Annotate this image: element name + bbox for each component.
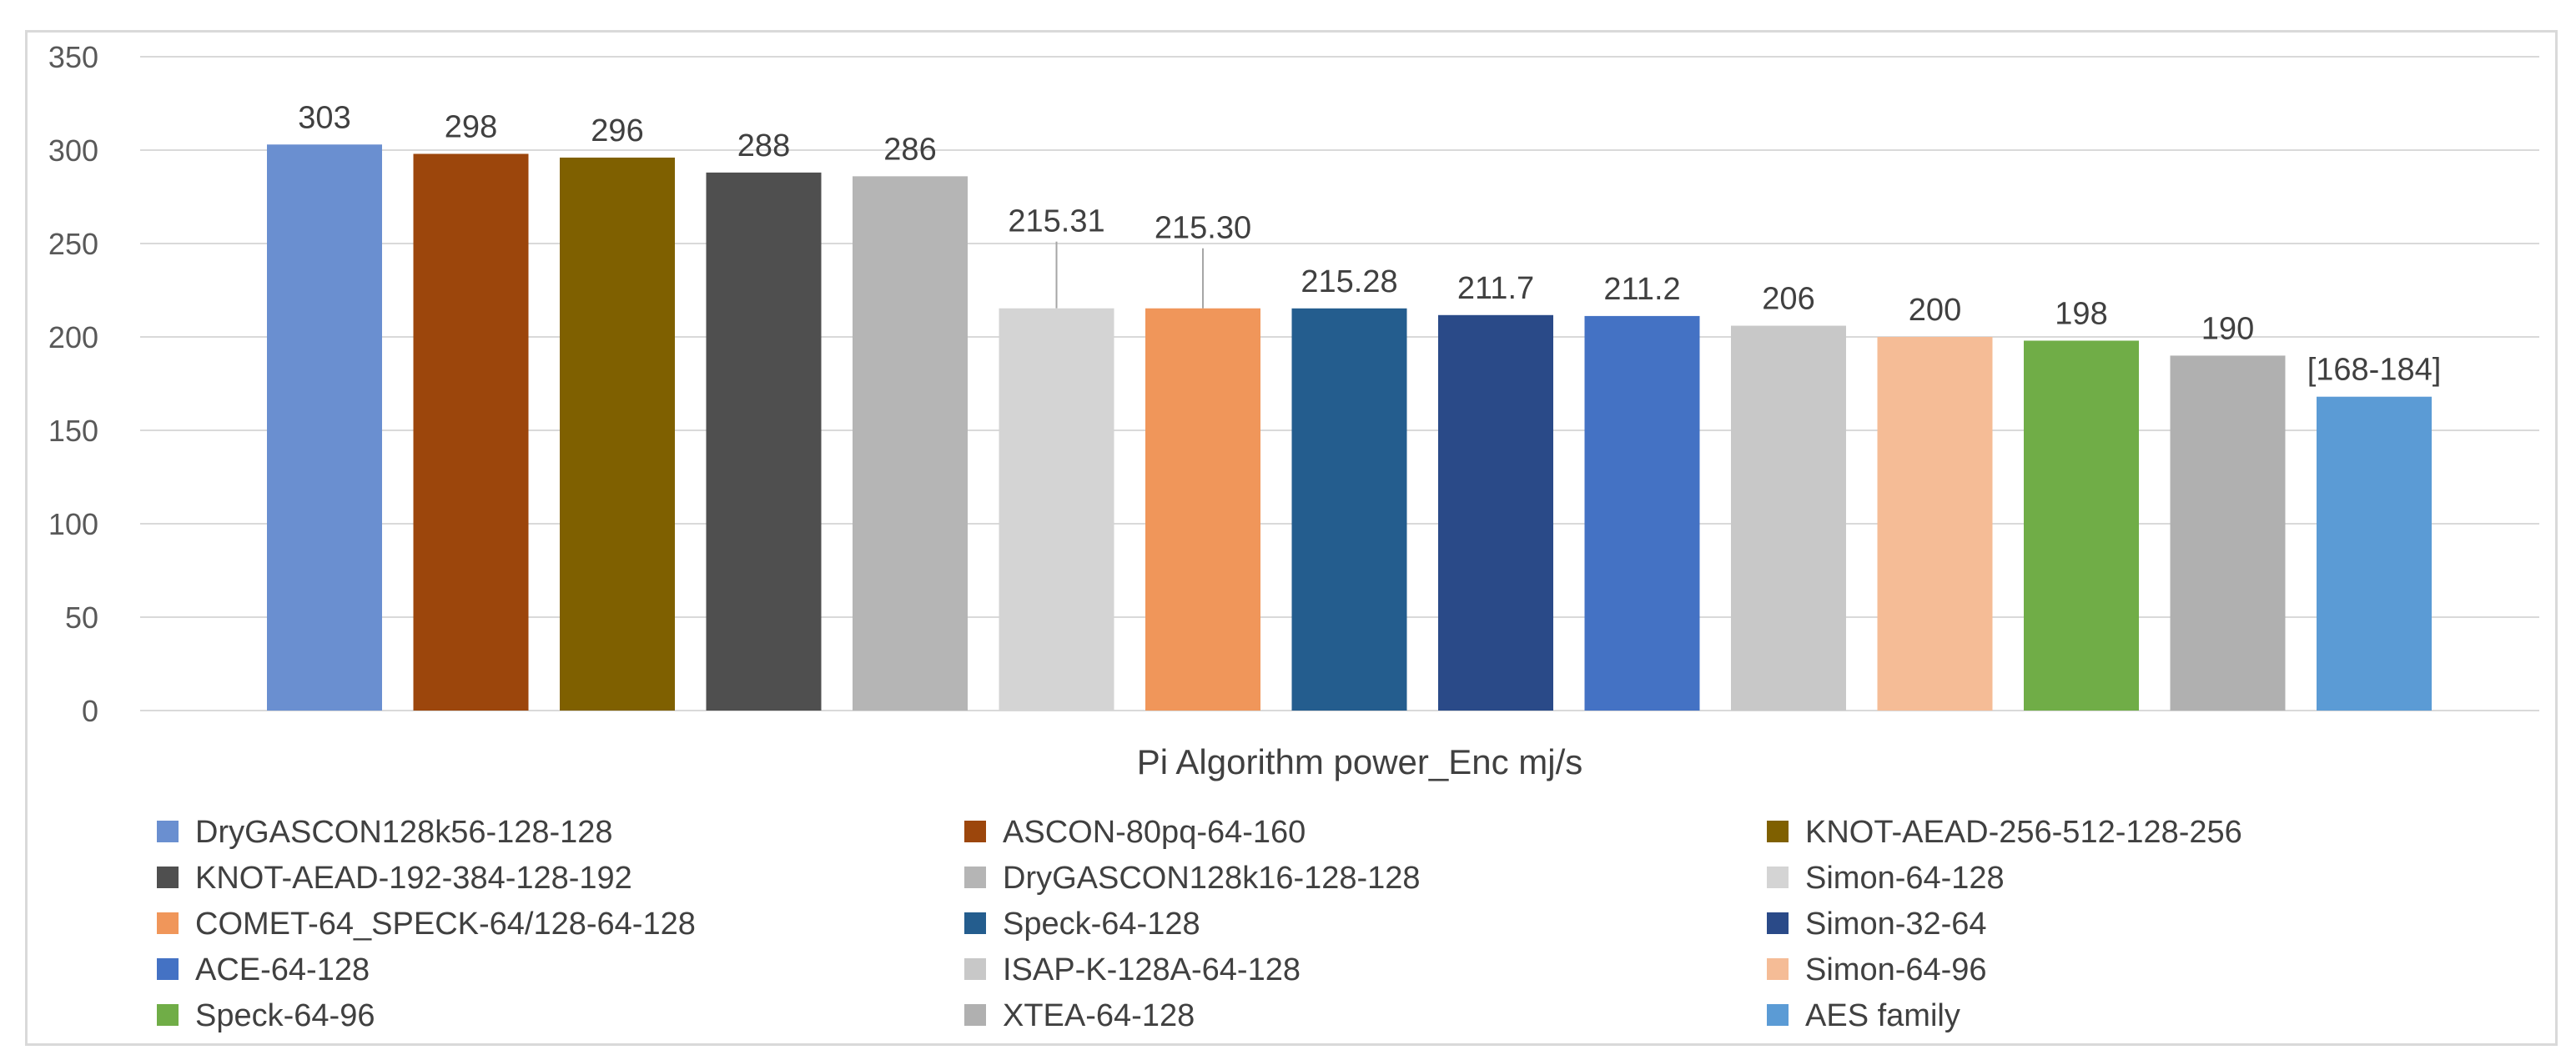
legend-item-11: ISAP-K-128A-64-128 <box>964 952 1301 987</box>
legend-item-13: Speck-64-96 <box>157 998 375 1033</box>
data-label-8: 215.28 <box>1301 264 1397 299</box>
legend-swatch-13 <box>157 1004 179 1026</box>
y-tick-label-50: 50 <box>65 600 98 635</box>
legend-swatch-1 <box>157 821 179 842</box>
y-tick-label-350: 350 <box>48 40 98 74</box>
legend-label-3: KNOT-AEAD-256-512-128-256 <box>1805 815 2242 850</box>
legend-label-10: ACE-64-128 <box>195 952 370 987</box>
bar-2 <box>413 153 529 711</box>
legend-label-15: AES family <box>1805 998 1960 1033</box>
legend-item-15: AES family <box>1767 998 1960 1033</box>
legend-item-9: Simon-32-64 <box>1767 907 1987 942</box>
legend-swatch-10 <box>157 958 179 980</box>
data-label-10: 211.2 <box>1603 272 1680 307</box>
legend-swatch-11 <box>964 958 986 980</box>
data-label-12: 200 <box>1909 293 1961 328</box>
legend-label-4: KNOT-AEAD-192-384-128-192 <box>195 861 632 896</box>
legend-item-10: ACE-64-128 <box>157 952 370 987</box>
y-tick-label-200: 200 <box>48 320 98 354</box>
legend-swatch-9 <box>1767 912 1789 934</box>
data-label-15: [168-184] <box>2307 353 2442 388</box>
bar-5 <box>853 176 968 711</box>
y-tick-label-300: 300 <box>48 133 98 168</box>
legend-swatch-15 <box>1767 1004 1789 1026</box>
legend-label-9: Simon-32-64 <box>1805 907 1987 942</box>
data-label-11: 206 <box>1762 282 1814 317</box>
legend-swatch-3 <box>1767 821 1789 842</box>
legend-label-5: DryGASCON128k16-128-128 <box>1003 861 1421 896</box>
legend-label-6: Simon-64-128 <box>1805 861 2005 896</box>
bar-6 <box>999 308 1114 711</box>
y-axis-ticks: 0 50 100 150 200 250 300 350 <box>48 40 98 728</box>
bar-15 <box>2317 396 2432 711</box>
legend-swatch-5 <box>964 867 986 888</box>
bar-11 <box>1731 325 1846 711</box>
data-label-1: 303 <box>298 100 350 135</box>
legend-swatch-12 <box>1767 958 1789 980</box>
legend-label-11: ISAP-K-128A-64-128 <box>1003 952 1301 987</box>
bar-8 <box>1291 308 1407 711</box>
legend-item-5: DryGASCON128k16-128-128 <box>964 861 1421 896</box>
y-tick-label-0: 0 <box>82 694 98 728</box>
data-label-4: 288 <box>737 128 790 163</box>
legend-item-14: XTEA-64-128 <box>964 998 1195 1033</box>
legend-label-12: Simon-64-96 <box>1805 952 1987 987</box>
leader-lines <box>1055 241 1204 309</box>
bar-14 <box>2170 355 2286 711</box>
legend-swatch-8 <box>964 912 986 934</box>
bar-3 <box>560 157 675 711</box>
legend-swatch-6 <box>1767 867 1789 888</box>
bar-4 <box>706 172 822 711</box>
legend-swatch-7 <box>157 912 179 934</box>
data-label-14: 190 <box>2201 311 2254 346</box>
legend-item-8: Speck-64-128 <box>964 907 1200 942</box>
y-tick-label-250: 250 <box>48 227 98 261</box>
bar-13 <box>2024 340 2139 711</box>
data-label-6: 215.31 <box>1008 204 1104 239</box>
data-label-9: 211.7 <box>1457 271 1534 306</box>
data-label-2: 298 <box>445 109 497 144</box>
legend-label-13: Speck-64-96 <box>195 998 375 1033</box>
legend-item-2: ASCON-80pq-64-160 <box>964 815 1306 850</box>
data-label-3: 296 <box>591 113 643 148</box>
legend-label-7: COMET-64_SPECK-64/128-64-128 <box>195 907 696 942</box>
x-axis-title: Pi Algorithm power_Enc mj/s <box>1137 742 1583 781</box>
bar-10 <box>1584 315 1700 711</box>
legend-swatch-2 <box>964 821 986 842</box>
legend-item-3: KNOT-AEAD-256-512-128-256 <box>1767 815 2242 850</box>
bar-7 <box>1145 308 1260 711</box>
bars <box>267 144 2432 711</box>
bar-9 <box>1438 314 1553 711</box>
bar-1 <box>267 144 382 711</box>
legend-item-4: KNOT-AEAD-192-384-128-192 <box>157 861 632 896</box>
legend-item-7: COMET-64_SPECK-64/128-64-128 <box>157 907 696 942</box>
legend-item-1: DryGASCON128k56-128-128 <box>157 815 613 850</box>
legend: DryGASCON128k56-128-128 ASCON-80pq-64-160… <box>157 815 2242 1033</box>
legend-label-14: XTEA-64-128 <box>1003 998 1195 1033</box>
data-labels: 303 298 296 288 286 215.31 215.30 215.28 211.7 21… <box>298 100 2441 387</box>
bar-12 <box>1877 337 1993 711</box>
legend-label-1: DryGASCON128k56-128-128 <box>195 815 613 850</box>
data-label-13: 198 <box>2055 296 2107 331</box>
legend-label-8: Speck-64-128 <box>1003 907 1200 942</box>
legend-swatch-14 <box>964 1004 986 1026</box>
data-label-5: 286 <box>883 132 936 167</box>
legend-swatch-4 <box>157 867 179 888</box>
legend-label-2: ASCON-80pq-64-160 <box>1003 815 1306 850</box>
legend-item-6: Simon-64-128 <box>1767 861 2005 896</box>
y-tick-label-150: 150 <box>48 414 98 448</box>
legend-item-12: Simon-64-96 <box>1767 952 1987 987</box>
data-label-7: 215.30 <box>1155 211 1251 246</box>
y-tick-label-100: 100 <box>48 507 98 541</box>
